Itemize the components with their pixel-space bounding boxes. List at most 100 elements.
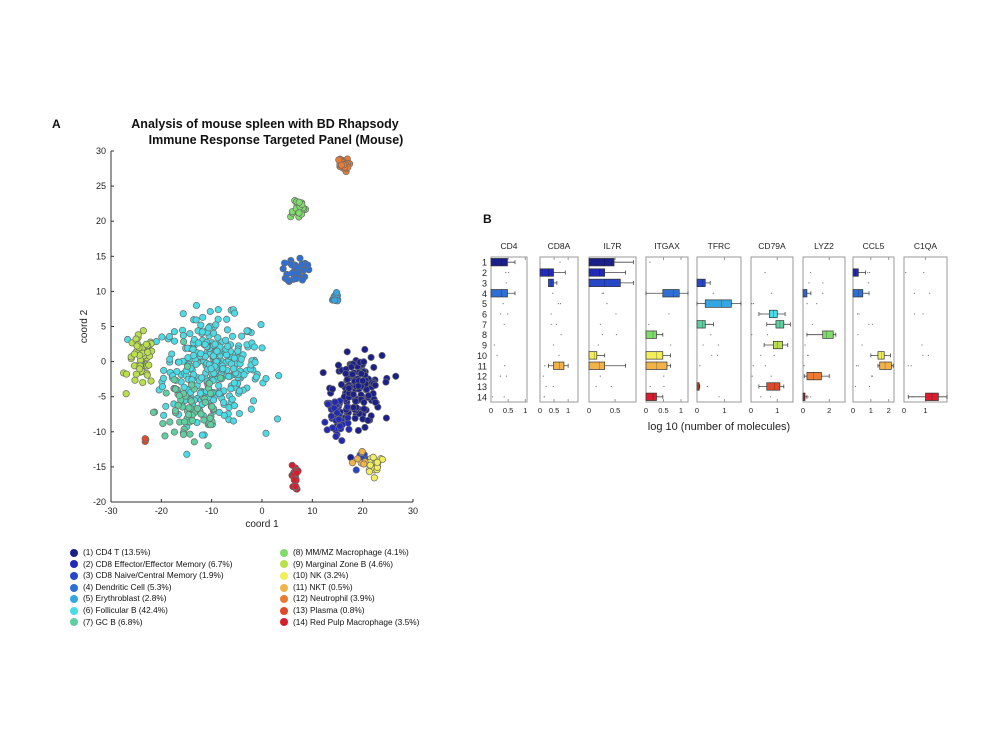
data-point-cluster-1 [354, 426, 362, 435]
outlier-point [555, 323, 558, 325]
box-row-10 [588, 351, 598, 360]
outlier-point [602, 292, 605, 294]
outlier-point [663, 385, 665, 388]
box-row-14 [925, 392, 939, 401]
outlier-point [542, 375, 544, 377]
outlier-point [649, 385, 651, 388]
box-row-11 [553, 361, 565, 370]
outlier-point [751, 334, 753, 336]
data-point-cluster-7 [175, 392, 183, 400]
data-point-cluster-6 [158, 333, 166, 341]
box-row-12 [806, 372, 822, 381]
legend-item: (5) Erythroblast (2.8%) [70, 593, 233, 605]
row-label: 6 [482, 309, 487, 319]
outlier-point [507, 313, 509, 315]
x-tick-label: 30 [408, 506, 418, 516]
gene-name-label: LYZ2 [814, 241, 834, 251]
outlier-point [855, 365, 858, 367]
legend-label: (5) Erythroblast (2.8%) [83, 593, 167, 604]
outlier-point [914, 313, 916, 315]
box-row-1 [490, 258, 508, 267]
data-point-cluster-6 [166, 355, 174, 363]
data-point-cluster-2 [324, 400, 332, 408]
outlier-point [856, 313, 859, 315]
data-point-cluster-6 [165, 333, 174, 341]
x-tick-label: 0.5 [549, 406, 559, 415]
data-point-cluster-7 [206, 414, 214, 422]
outlier-point [922, 354, 924, 356]
data-point-cluster-11 [360, 460, 368, 468]
outlier-point [699, 365, 701, 367]
legend-label: (8) MM/MZ Macrophage (4.1%) [293, 547, 409, 557]
x-tick-label: 0 [587, 406, 591, 415]
boxplot-panel-il7r: IL7R 0 0.5 [587, 241, 637, 415]
data-point-cluster-10 [373, 458, 381, 466]
data-point-cluster-1 [334, 361, 343, 369]
outlier-point [599, 375, 601, 377]
data-point-cluster-7 [170, 376, 178, 384]
outlier-point [505, 271, 507, 274]
legend-label: (3) CD8 Naive/Central Memory (1.9%) [83, 570, 224, 581]
panel-frame [696, 256, 742, 403]
gene-name-label: ITGAX [654, 241, 680, 251]
legend-item: (11) NKT (0.5%) [280, 582, 419, 594]
data-point-cluster-6 [250, 343, 258, 351]
data-point-cluster-1 [360, 405, 368, 413]
data-point-cluster-2 [344, 414, 352, 422]
data-point-cluster-1 [370, 363, 378, 371]
data-point-cluster-6 [206, 307, 214, 316]
data-point-cluster-6 [170, 337, 179, 345]
box-row-3 [588, 278, 621, 287]
data-point-cluster-6 [275, 372, 283, 380]
y-tick-label: 10 [96, 286, 106, 296]
legend-item: (8) MM/MZ Macrophage (4.1%) [280, 547, 419, 559]
legend-marker [280, 571, 288, 580]
data-point-cluster-6 [214, 306, 222, 314]
data-point-cluster-1 [378, 351, 386, 360]
legend-marker [280, 560, 288, 569]
box-row-11 [879, 361, 892, 370]
x-tick-label: 2 [827, 406, 831, 415]
x-tick-label: 1 [523, 406, 527, 415]
data-point-cluster-5 [331, 296, 339, 304]
box-row-2 [852, 268, 859, 277]
data-point-cluster-10 [369, 453, 377, 461]
outlier-point [508, 271, 510, 274]
box-row-6 [769, 309, 778, 319]
data-point-cluster-9 [139, 378, 147, 387]
scatter-points [120, 155, 400, 493]
outlier-point [751, 303, 753, 305]
outlier-point [503, 396, 505, 398]
data-point-cluster-6 [235, 409, 243, 418]
data-point-cluster-2 [321, 418, 329, 426]
legend-item: (1) CD4 T (13.5%) [70, 547, 233, 559]
legend-column-2: (8) MM/MZ Macrophage (4.1%) (9) Marginal … [280, 547, 419, 628]
data-point-cluster-1 [347, 363, 355, 371]
x-tick-label: 0 [695, 406, 699, 415]
outlier-point [552, 344, 555, 346]
data-point-cluster-6 [186, 330, 194, 338]
data-point-cluster-4 [304, 261, 312, 269]
data-point-cluster-6 [231, 309, 239, 317]
legend-marker [70, 560, 78, 569]
data-point-cluster-6 [214, 334, 222, 342]
data-point-cluster-6 [196, 389, 204, 397]
box-row-13 [766, 382, 781, 391]
chart-title: Analysis of mouse spleen with BD Rhapsod… [100, 116, 430, 148]
outlier-point [764, 365, 766, 367]
data-point-cluster-7 [171, 407, 179, 415]
data-point-cluster-6 [192, 316, 200, 324]
data-point-cluster-9 [130, 350, 138, 358]
legend-item: (10) NK (3.2%) [280, 570, 419, 582]
data-point-cluster-6 [159, 374, 167, 382]
panel-frame [588, 256, 637, 403]
data-point-cluster-7 [171, 385, 180, 393]
outlier-point [910, 365, 912, 367]
x-tick-label: 1 [923, 406, 927, 415]
boxplot-panel-cd79a: CD79A 0 1 [749, 241, 794, 415]
data-point-cluster-6 [234, 347, 242, 355]
x-tick-label: -30 [104, 506, 117, 516]
data-point-cluster-6 [243, 327, 251, 335]
x-tick-label: -10 [205, 506, 218, 516]
legend-item: (12) Neutrophil (3.9%) [280, 593, 419, 605]
